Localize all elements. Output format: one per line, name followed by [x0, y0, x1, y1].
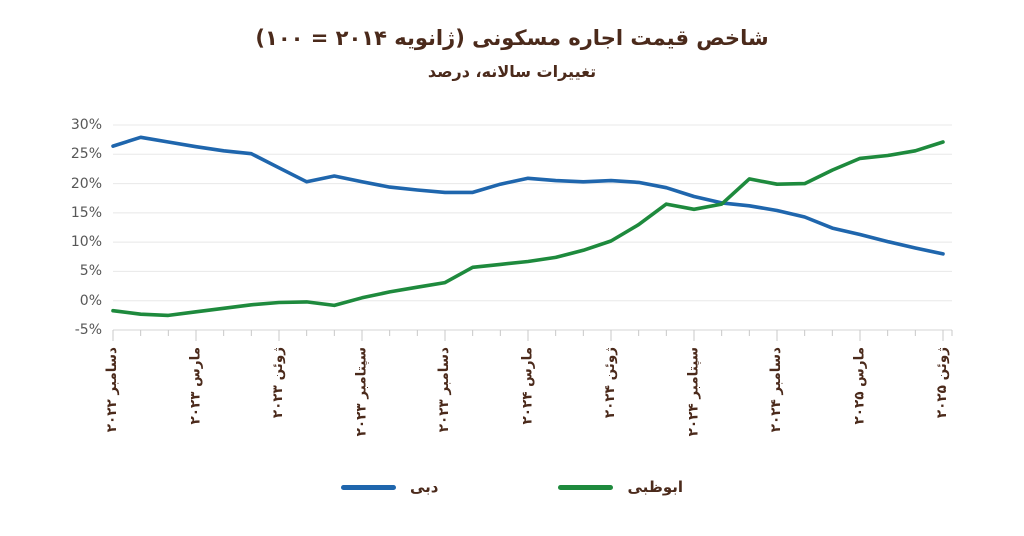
- y-tick-label: 20%: [70, 175, 102, 192]
- x-tick-label: ژوئن ۲۰۲۴: [602, 347, 619, 419]
- x-tick-label: سپتامبر ۲۰۲۳: [353, 347, 370, 437]
- legend-item-dubai: دبی: [340, 478, 439, 496]
- chart-title: شاخص قیمت اجاره مسکونی (ژانویه ۲۰۱۴ = ۱۰…: [255, 26, 769, 50]
- y-tick-label: 10%: [70, 234, 102, 251]
- x-tick-label: مارس ۲۰۲۵: [851, 347, 868, 425]
- x-tick-label: ژوئن ۲۰۲۳: [270, 347, 287, 419]
- x-tick-label: دسامبر ۲۰۲۴: [768, 347, 785, 433]
- x-tick-label: مارس ۲۰۲۳: [187, 347, 204, 425]
- y-tick-label: 25%: [70, 146, 102, 163]
- x-tick-label: سپتامبر ۲۰۲۴: [685, 347, 702, 437]
- x-tick-label: ژوئن ۲۰۲۵: [934, 347, 951, 419]
- legend-item-abudhabi: ابوظبی: [558, 478, 683, 496]
- abudhabi-line-swatch: [558, 484, 614, 490]
- legend-label: دبی: [409, 478, 439, 496]
- dubai-line-swatch: [340, 484, 396, 490]
- x-tick-label: مارس ۲۰۲۴: [519, 347, 536, 425]
- x-tick-label: دسامبر ۲۰۲۳: [436, 347, 453, 433]
- legend: دبی ابوظبی: [0, 478, 1024, 496]
- legend-label: ابوظبی: [627, 478, 684, 496]
- y-tick-label: 5%: [79, 263, 102, 280]
- y-tick-label: 30%: [70, 117, 102, 133]
- dubai-line: [111, 135, 945, 256]
- y-tick-label: 0%: [79, 292, 102, 309]
- y-tick-label: 15%: [70, 204, 102, 221]
- abudhabi-line: [111, 140, 945, 318]
- chart-subtitle: تغییرات سالانه، درصد: [427, 62, 597, 81]
- x-tick-label: دسامبر ۲۰۲۲: [104, 347, 121, 433]
- y-tick-label: -5%: [74, 322, 102, 338]
